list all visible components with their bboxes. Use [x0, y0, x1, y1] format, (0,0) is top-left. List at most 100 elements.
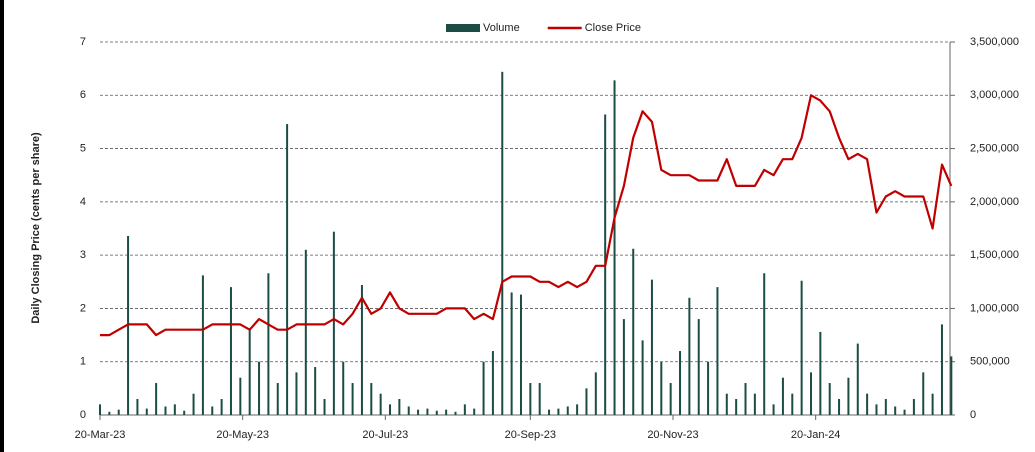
volume-bar [809, 372, 812, 415]
volume-bar [753, 393, 756, 415]
y2-tick-label: 3,000,000 [970, 89, 1019, 101]
volume-bar [529, 383, 532, 415]
volume-bar [781, 377, 784, 415]
volume-bar [838, 399, 841, 415]
volume-bar [847, 377, 850, 415]
volume-bar [342, 361, 345, 415]
volume-bar [99, 404, 101, 415]
volume-bar [679, 351, 682, 415]
volume-bar [510, 292, 513, 415]
legend-swatch [446, 24, 480, 32]
volume-bar [922, 372, 925, 415]
volume-bar [950, 356, 953, 415]
volume-bar [576, 404, 579, 415]
volume-bar [707, 361, 710, 415]
x-tick-label: 20-Nov-23 [647, 429, 698, 441]
legend-label: Volume [483, 22, 520, 34]
volume-bar [894, 406, 897, 415]
volume-bar [295, 372, 298, 415]
volume-bar [519, 294, 522, 415]
y2-tick-label: 2,500,000 [970, 142, 1019, 154]
volume-bar [660, 361, 663, 415]
volume-bar [931, 393, 934, 415]
volume-bar [912, 399, 915, 415]
y2-tick-label: 500,000 [970, 356, 1010, 368]
y-tick-label: 3 [80, 249, 86, 261]
volume-bar [884, 399, 887, 415]
x-tick-label: 20-Jan-24 [791, 429, 841, 441]
volume-bar [473, 408, 476, 415]
volume-bar [716, 287, 719, 415]
volume-bar [155, 383, 158, 415]
volume-bar [248, 329, 251, 415]
y-tick-label: 1 [80, 356, 86, 368]
volume-bar [594, 372, 597, 415]
volume-bar [650, 279, 653, 415]
volume-bar [286, 124, 289, 415]
volume-bar [538, 383, 541, 415]
volume-bar [763, 273, 766, 415]
volume-bar [389, 404, 392, 415]
y2-tick-label: 1,500,000 [970, 249, 1019, 261]
y-tick-label: 2 [80, 302, 86, 314]
volume-bar [819, 331, 822, 415]
volume-bar [725, 393, 728, 415]
volume-bar [379, 393, 382, 415]
volume-bar [370, 383, 373, 415]
y-tick-label: 4 [80, 196, 86, 208]
x-tick-label: 20-Mar-23 [75, 429, 126, 441]
volume-bar [183, 410, 186, 415]
x-tick-label: 20-May-23 [216, 429, 269, 441]
volume-bar [332, 231, 335, 415]
volume-bar [211, 406, 214, 415]
price-line [100, 94, 953, 337]
y2-tick-label: 0 [970, 409, 976, 421]
volume-bar [239, 377, 242, 415]
volume-bar [463, 404, 466, 415]
volume-bar [117, 409, 120, 415]
volume-bar [772, 404, 775, 415]
volume-bar [557, 408, 560, 415]
volume-bar [744, 383, 747, 415]
y-tick-label: 7 [80, 36, 86, 48]
volume-bar [258, 361, 261, 415]
volume-bar [622, 319, 625, 415]
volume-bar [417, 409, 420, 415]
y-axis-label: Daily Closing Price (cents per share) [30, 132, 42, 324]
volume-bar [276, 383, 279, 415]
volume-bar [136, 399, 139, 415]
y-tick-label: 0 [80, 409, 86, 421]
volume-bar [426, 408, 429, 415]
volume-bar [735, 399, 738, 415]
volume-bar [791, 393, 794, 415]
volume-bar [501, 71, 504, 415]
volume-bar [220, 399, 223, 415]
volume-bar [201, 275, 204, 415]
volume-bar [903, 409, 906, 415]
y2-tick-label: 1,000,000 [970, 302, 1019, 314]
y2-tick-label: 3,500,000 [970, 36, 1019, 48]
volume-bar [491, 351, 494, 415]
volume-bar [173, 404, 176, 415]
y-tick-label: 5 [80, 142, 86, 154]
y-tick-label: 6 [80, 89, 86, 101]
volume-bar [669, 383, 672, 415]
left-edge [0, 0, 4, 452]
volume-bar [585, 388, 588, 415]
volume-bar [435, 410, 438, 415]
volume-bar [323, 399, 326, 415]
volume-bar [641, 340, 644, 415]
volume-bar [688, 297, 691, 415]
volume-bar [613, 80, 616, 415]
volume-bar [304, 249, 307, 415]
volume-bar [267, 273, 270, 415]
y2-tick-label: 2,000,000 [970, 196, 1019, 208]
volume-bar [229, 287, 232, 415]
volume-bar [482, 361, 485, 415]
volume-bar [940, 324, 943, 415]
volume-bar [351, 383, 354, 415]
volume-bar [407, 406, 410, 415]
volume-bar [632, 248, 635, 415]
volume-bar [145, 408, 148, 415]
